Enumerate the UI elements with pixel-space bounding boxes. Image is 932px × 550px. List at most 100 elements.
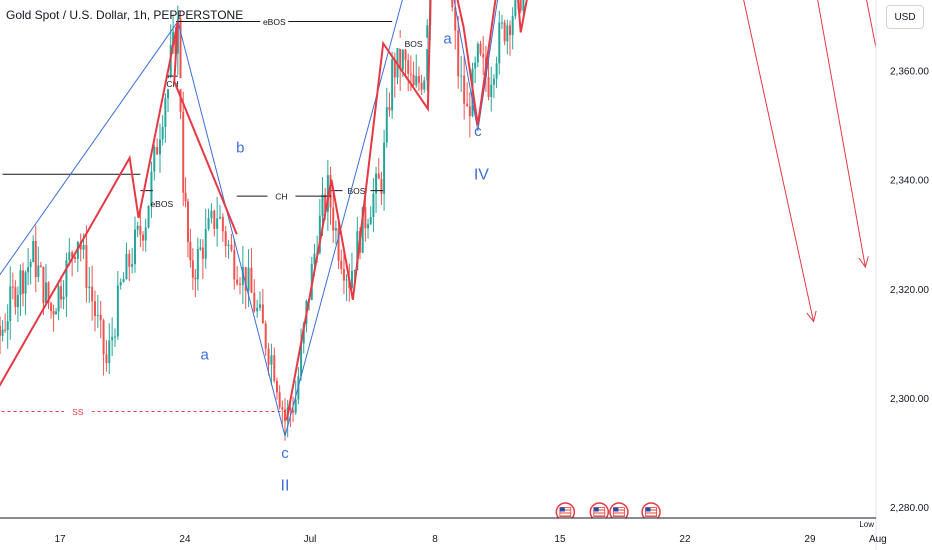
candle-body [52,311,55,315]
price-axis-tick: 2,340.00 [890,176,929,187]
candle-body [186,201,189,242]
candle-body [142,234,145,241]
candle-body [511,16,514,36]
bearish-projection-arrow [817,0,866,268]
candle-body [258,304,261,308]
candle-body [85,244,88,289]
candle-body [6,320,9,331]
candle-body [345,279,348,281]
candle-body [47,282,50,304]
candle-body [250,267,253,293]
candle-body [313,253,316,264]
candle-body [210,210,213,219]
candle-body [0,325,2,336]
price-axis-tick: 2,360.00 [890,67,929,78]
candle-body [490,84,493,98]
price-axis-tick: 2,280.00 [890,503,929,514]
candle-body [156,146,159,155]
candle-body [318,215,321,253]
candle-body [498,22,501,64]
candle-body [350,270,353,288]
wave-label: c [474,123,482,140]
candle-body [340,260,343,270]
candle-body [468,106,471,117]
time-axis-tick: 17 [54,534,66,545]
candle-body [383,142,386,194]
candle-body [423,80,426,90]
candle-body [476,43,479,63]
candle-body [281,407,284,410]
candle-body [68,252,71,261]
time-axis-tick: Aug [869,534,887,545]
candle-body [24,272,27,294]
candle-body [426,25,429,81]
candle-body [1,329,4,336]
us-flag-icon [609,502,629,518]
bearish-projection-arrowhead [858,256,869,269]
candle-body [125,253,128,280]
candle-body [207,218,210,229]
candle-body [474,62,477,69]
candle-body [377,173,380,179]
candle-body [9,286,12,321]
candle-body [247,267,250,291]
candle-body [221,216,224,232]
candle-body [361,207,364,253]
candle-body [522,0,525,11]
wave-label: c [281,445,289,462]
time-axis-tick: 24 [179,534,191,545]
candle-body [375,173,378,194]
bearish-projection-arrowhead [806,310,817,323]
structure-zigzag-projection [285,0,528,420]
candle-body [227,244,230,246]
candle-body [194,277,197,280]
candle-body [241,267,244,285]
candle-body [412,74,415,86]
candle-body [417,76,420,83]
candle-body [62,296,65,300]
candle-body [179,18,182,112]
candle-body [292,410,295,413]
time-axis-tick: Jul [304,534,317,545]
ebos-label: eBOS [263,17,286,27]
currency-button[interactable]: USD [886,5,924,29]
candle-body [380,178,383,194]
candle-body [131,264,134,267]
candle-body [144,227,147,241]
candle-body [91,286,94,302]
candle-body [71,252,74,258]
candle-body [108,340,111,364]
candle-body [289,407,292,411]
candle-body [479,43,482,54]
candle-body [487,77,490,98]
candle-body [136,225,139,230]
candle-body [460,75,463,77]
candle-body [404,49,407,61]
candle-body [267,348,270,365]
price-axis-tick: 2,300.00 [890,394,929,405]
candle-body [39,265,42,267]
candle-body [482,53,485,58]
candle-body [506,25,509,42]
candle-body [329,175,332,208]
candle-body [420,82,423,90]
candle-body [184,192,187,202]
candle-body [113,336,116,338]
candle-body [133,229,136,265]
candle-body [11,286,14,288]
candle-body [42,266,45,304]
bearish-projection-arrowhead [902,202,911,213]
candle-body [196,248,199,280]
candle-body [264,323,267,349]
candle-body [393,59,396,78]
wave-label: II [281,478,290,495]
candle-body [256,307,259,312]
candle-body [88,286,91,289]
plot-area: eBOSeBOSeBOSeBOSCHCHBOSBOSSSeBOSIIIIIIIV… [0,0,911,518]
candle-body [514,0,517,17]
candle-body [37,265,40,278]
candle-body [27,267,30,273]
candle-body [415,76,418,86]
elliott-wave-line [177,21,286,437]
